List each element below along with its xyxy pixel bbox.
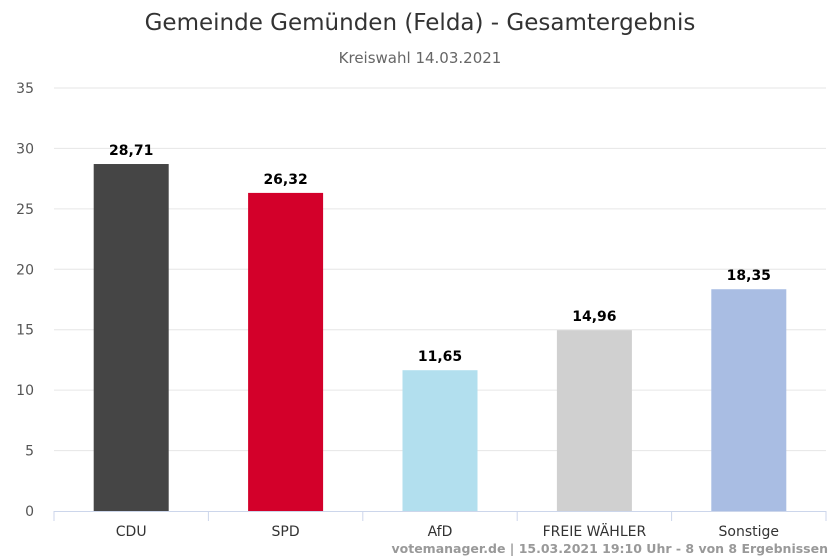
x-tick-label: AfD xyxy=(428,524,453,540)
chart-subtitle: Kreiswahl 14.03.2021 xyxy=(338,49,502,67)
data-label: 11,65 xyxy=(418,349,462,365)
bar-sonstige[interactable] xyxy=(711,289,787,511)
chart-title: Gemeinde Gemünden (Felda) - Gesamtergebn… xyxy=(144,10,696,36)
y-tick-label: 10 xyxy=(16,383,34,399)
bars xyxy=(93,164,787,512)
y-tick-label: 25 xyxy=(16,202,34,218)
y-tick-label: 30 xyxy=(16,141,34,157)
bar-freie-w-hler[interactable] xyxy=(556,330,632,511)
y-tick-label: 5 xyxy=(25,444,34,460)
y-tick-label: 15 xyxy=(16,323,34,339)
data-label: 18,35 xyxy=(727,268,771,284)
bar-afd[interactable] xyxy=(402,370,478,511)
y-tick-label: 0 xyxy=(25,504,34,520)
data-label: 26,32 xyxy=(263,172,307,188)
x-axis: CDU SPD AfD FREIE WÄHLER Sonstige xyxy=(53,511,827,540)
x-tick-label: Sonstige xyxy=(719,524,780,540)
data-label: 14,96 xyxy=(572,309,616,325)
x-tick-label: CDU xyxy=(116,524,147,540)
y-axis: 0 5 10 15 20 25 30 35 xyxy=(16,81,34,520)
x-tick-label: SPD xyxy=(272,524,300,540)
data-labels: 28,71 26,32 11,65 14,96 18,35 xyxy=(109,143,771,365)
x-tick-label: FREIE WÄHLER xyxy=(543,522,647,540)
bar-spd[interactable] xyxy=(248,192,324,512)
bar-cdu[interactable] xyxy=(93,164,169,511)
data-label: 28,71 xyxy=(109,143,153,159)
credits-text[interactable]: votemanager.de | 15.03.2021 19:10 Uhr - … xyxy=(391,541,828,556)
y-tick-label: 20 xyxy=(16,262,34,278)
y-tick-label: 35 xyxy=(16,81,34,97)
